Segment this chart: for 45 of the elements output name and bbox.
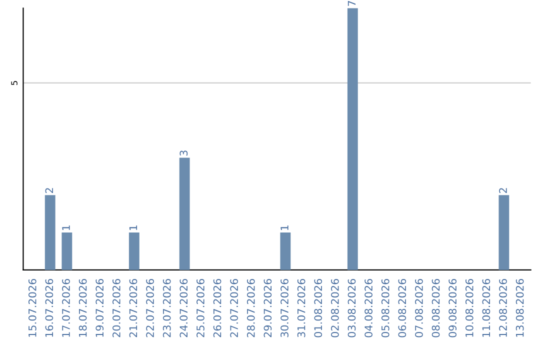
x-tick-label: 05.08.2026 [381, 278, 390, 338]
x-tick-label: 23.07.2026 [162, 278, 171, 338]
x-tick-label: 03.08.2026 [348, 278, 356, 338]
x-tick-label: 01.08.2026 [314, 278, 322, 338]
data-label: 2 [45, 188, 53, 194]
x-tick-label: 29.07.2026 [264, 278, 272, 338]
x-tick-label: 12.08.2026 [499, 278, 507, 337]
data-label: 2 [499, 188, 507, 194]
bar [44, 195, 56, 270]
x-tick-label: 31.07.2026 [297, 278, 306, 338]
bar [179, 158, 190, 270]
x-tick-label: 09.08.2026 [448, 278, 457, 338]
data-label: 7 [348, 1, 356, 6]
x-tick-label: 08.08.2026 [432, 278, 440, 338]
bar [280, 232, 291, 270]
data-label: 3 [180, 150, 188, 156]
x-tick-label: 13.08.2026 [516, 278, 524, 337]
x-tick-label: 16.07.2026 [45, 278, 54, 337]
x-tick-label: 19.07.2026 [96, 278, 104, 337]
x-tick-label: 06.08.2026 [398, 278, 406, 338]
x-tick-label: 18.07.2026 [78, 278, 87, 337]
x-tick-label: 10.08.2026 [465, 278, 474, 337]
x-tick-label: 15.07.2026 [28, 278, 36, 337]
bar [128, 232, 140, 270]
y-tick-label: 5 [11, 81, 18, 85]
x-tick-label: 02.08.2026 [330, 278, 339, 338]
x-tick-label: 11.08.2026 [482, 278, 490, 337]
x-tick-label: 30.07.2026 [280, 278, 288, 338]
data-label: 1 [280, 226, 288, 230]
x-tick-label: 17.07.2026 [62, 278, 70, 337]
bar [62, 232, 72, 270]
x-tick-label: 24.07.2026 [180, 278, 188, 338]
x-tick-label: 27.07.2026 [230, 278, 238, 338]
x-tick-label: 07.08.2026 [415, 278, 423, 338]
bar [498, 195, 510, 270]
x-tick-label: 20.07.2026 [112, 278, 120, 338]
x-tick-label: 22.07.2026 [146, 278, 154, 338]
x-tick-label: 04.08.2026 [364, 278, 372, 338]
data-label: 1 [62, 226, 70, 230]
bar [347, 8, 358, 270]
x-tick-label: 21.07.2026 [129, 278, 138, 338]
x-tick-label: 28.07.2026 [246, 278, 255, 338]
data-label: 1 [129, 226, 138, 230]
x-tick-label: 26.07.2026 [213, 278, 222, 338]
x-tick-label: 25.07.2026 [196, 278, 204, 338]
